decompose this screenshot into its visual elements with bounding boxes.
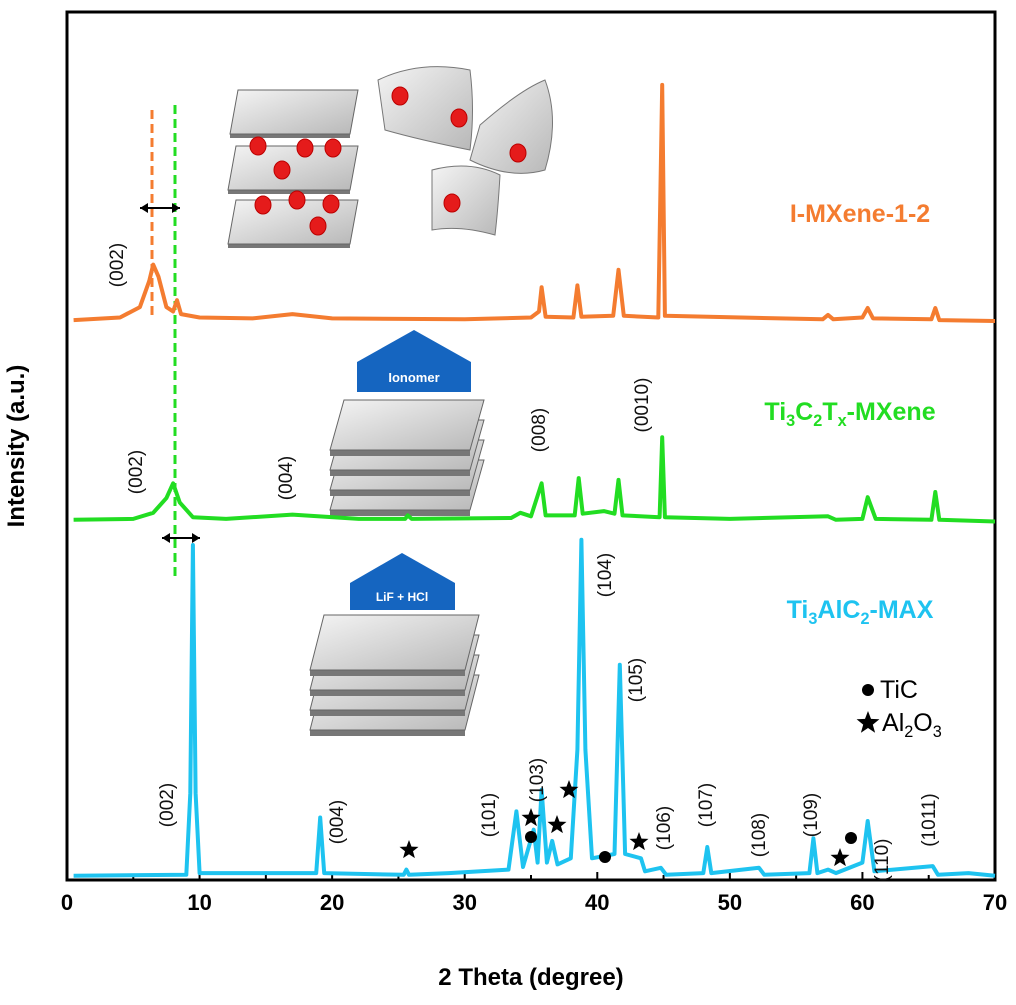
x-tick-label: 30 xyxy=(452,890,476,915)
plate xyxy=(230,90,358,138)
phase-star xyxy=(831,848,850,866)
phase-dot xyxy=(525,831,537,843)
peak-label: (103) xyxy=(527,758,548,802)
legend-label: TiC xyxy=(880,676,918,704)
series-label: Ti3C2Tx-MXene xyxy=(764,398,935,430)
intercalant xyxy=(255,196,271,214)
peak-label: (109) xyxy=(801,793,822,837)
intercalant xyxy=(289,191,305,209)
plate-face xyxy=(330,400,484,450)
x-axis-label: 2 Theta (degree) xyxy=(438,964,623,991)
series-label: I-MXene-1-2 xyxy=(790,200,930,228)
intercalant xyxy=(310,217,326,235)
phase-star xyxy=(522,808,541,826)
phase-dot xyxy=(845,832,857,844)
plate-edge xyxy=(228,190,350,194)
plate xyxy=(330,400,484,456)
plate-edge xyxy=(310,690,465,696)
intercalant xyxy=(323,195,339,213)
banner-label: Ionomer xyxy=(388,370,439,385)
phase-dot xyxy=(862,684,874,696)
peak-label: (110) xyxy=(872,839,893,882)
x-tick-label: 60 xyxy=(850,890,874,915)
peak-label: (002) xyxy=(126,450,147,494)
peak-label: (108) xyxy=(749,813,770,857)
x-tick-label: 40 xyxy=(585,890,609,915)
xrd-pattern xyxy=(74,540,995,876)
arrow-head xyxy=(140,203,148,213)
intercalant xyxy=(325,139,341,157)
peak-label: (105) xyxy=(626,658,647,702)
phase-star xyxy=(548,815,567,833)
chart: Intensity (a.u.) 2 Theta (degree) 0 10 20 3… xyxy=(0,0,1016,1000)
peak-label: (104) xyxy=(595,553,616,597)
intercalant xyxy=(510,144,526,162)
peak-label: (0010) xyxy=(632,378,653,433)
peak-label: (002) xyxy=(107,243,128,287)
intercalant xyxy=(274,161,290,179)
plate xyxy=(310,615,479,676)
phase-dot xyxy=(599,851,611,863)
plate-edge xyxy=(228,244,350,248)
peak-label: (004) xyxy=(276,456,297,500)
legend-label: Al2O3 xyxy=(882,709,942,741)
intercalant xyxy=(250,137,266,155)
phase-star xyxy=(400,840,419,858)
peak-label: (004) xyxy=(327,800,348,844)
banner-label: LiF + HCl xyxy=(376,590,428,604)
flake xyxy=(378,67,473,150)
plate-edge xyxy=(310,670,465,676)
x-tick-label: 0 xyxy=(61,890,73,915)
flake xyxy=(432,166,500,235)
intercalant xyxy=(392,87,408,105)
series-label: Ti3AlC2-MAX xyxy=(787,596,934,628)
plate-edge xyxy=(330,510,470,516)
plate-edge xyxy=(330,470,470,476)
x-tick-label: 10 xyxy=(187,890,211,915)
peak-label: (107) xyxy=(696,783,717,827)
illustrations xyxy=(228,67,553,736)
plate-edge xyxy=(330,450,470,456)
arrow-head xyxy=(192,533,200,543)
x-tick-label: 20 xyxy=(320,890,344,915)
phase-star xyxy=(857,711,880,733)
plate-edge xyxy=(330,490,470,496)
flake xyxy=(470,80,553,173)
peak-label: (1011) xyxy=(919,793,940,847)
peak-label: (101) xyxy=(479,793,500,837)
x-tick-label: 70 xyxy=(983,890,1007,915)
phase-star xyxy=(630,832,649,850)
peak-label: (002) xyxy=(157,783,178,827)
intercalant xyxy=(444,194,460,212)
x-tick-label: 50 xyxy=(718,890,742,915)
peak-label: (008) xyxy=(529,408,550,452)
intercalant xyxy=(451,109,467,127)
plate-edge xyxy=(310,710,465,716)
plate-edge xyxy=(230,134,350,138)
plate-face xyxy=(310,615,479,670)
plate-face xyxy=(230,90,358,134)
plate-edge xyxy=(310,730,465,736)
peak-label: (106) xyxy=(654,806,675,850)
arrow-head xyxy=(162,533,170,543)
y-axis-label: Intensity (a.u.) xyxy=(3,365,30,528)
intercalant xyxy=(297,139,313,157)
